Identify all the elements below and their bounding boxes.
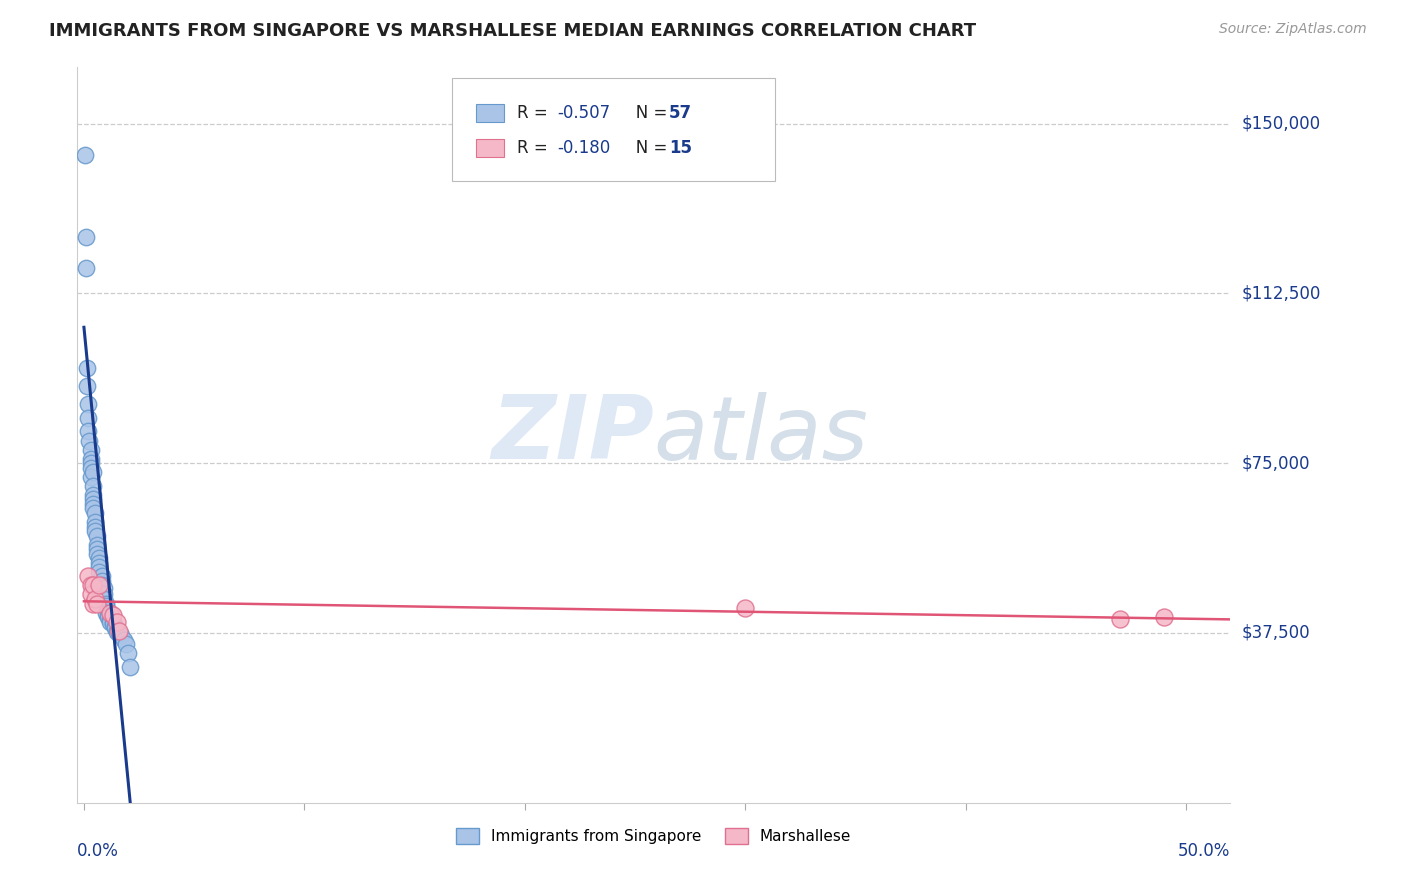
Text: IMMIGRANTS FROM SINGAPORE VS MARSHALLESE MEDIAN EARNINGS CORRELATION CHART: IMMIGRANTS FROM SINGAPORE VS MARSHALLESE… bbox=[49, 22, 976, 40]
Point bbox=[93, 592, 115, 607]
Point bbox=[100, 612, 122, 626]
Point bbox=[114, 637, 136, 651]
Text: $112,500: $112,500 bbox=[1241, 285, 1320, 302]
Text: $37,500: $37,500 bbox=[1241, 624, 1310, 642]
Point bbox=[79, 434, 101, 448]
Point bbox=[82, 488, 104, 502]
Point bbox=[86, 538, 108, 552]
Point bbox=[89, 556, 111, 570]
Point bbox=[110, 628, 132, 642]
Point bbox=[89, 578, 111, 592]
Point bbox=[77, 425, 100, 439]
Point bbox=[112, 632, 135, 647]
Point bbox=[1153, 610, 1175, 624]
Text: $150,000: $150,000 bbox=[1241, 114, 1320, 133]
Point bbox=[101, 616, 124, 631]
Point bbox=[94, 599, 117, 613]
Point bbox=[105, 615, 128, 629]
Point bbox=[104, 619, 127, 633]
Point bbox=[120, 660, 142, 674]
Point bbox=[90, 574, 112, 588]
Point bbox=[73, 148, 96, 162]
Text: N =: N = bbox=[620, 139, 673, 157]
Point bbox=[79, 451, 101, 466]
Point bbox=[108, 624, 131, 638]
Text: 57: 57 bbox=[669, 104, 692, 122]
Point bbox=[82, 479, 104, 493]
Point bbox=[82, 492, 104, 507]
Point bbox=[105, 624, 128, 638]
Point bbox=[82, 465, 104, 479]
Point bbox=[89, 551, 111, 566]
Point bbox=[734, 601, 756, 615]
Point bbox=[101, 615, 124, 629]
Point bbox=[90, 569, 112, 583]
Point bbox=[104, 622, 127, 636]
Point bbox=[86, 597, 108, 611]
Text: N =: N = bbox=[620, 104, 673, 122]
FancyBboxPatch shape bbox=[477, 104, 503, 122]
Point bbox=[75, 229, 97, 244]
Point bbox=[97, 610, 120, 624]
Point bbox=[86, 547, 108, 561]
Point bbox=[117, 646, 139, 660]
Text: $75,000: $75,000 bbox=[1241, 454, 1310, 472]
Point bbox=[89, 560, 111, 574]
Text: -0.507: -0.507 bbox=[557, 104, 610, 122]
Point bbox=[77, 397, 100, 411]
Point bbox=[108, 626, 131, 640]
Point bbox=[79, 469, 101, 483]
Point bbox=[93, 587, 115, 601]
Point bbox=[100, 615, 122, 629]
Text: R =: R = bbox=[516, 104, 553, 122]
Point bbox=[94, 597, 117, 611]
Point bbox=[76, 379, 98, 393]
Point bbox=[86, 528, 108, 542]
Text: -0.180: -0.180 bbox=[557, 139, 610, 157]
Point bbox=[101, 607, 124, 622]
Point bbox=[84, 506, 107, 520]
Point bbox=[84, 519, 107, 533]
FancyBboxPatch shape bbox=[453, 78, 775, 181]
Point bbox=[79, 456, 101, 470]
Point bbox=[79, 587, 101, 601]
Point bbox=[100, 606, 122, 620]
Legend: Immigrants from Singapore, Marshallese: Immigrants from Singapore, Marshallese bbox=[450, 822, 858, 850]
Point bbox=[1109, 612, 1132, 626]
Text: ZIP: ZIP bbox=[491, 392, 654, 478]
Point bbox=[82, 597, 104, 611]
Point bbox=[94, 606, 117, 620]
Point bbox=[79, 578, 101, 592]
Point bbox=[84, 592, 107, 607]
Point bbox=[90, 578, 112, 592]
Text: 50.0%: 50.0% bbox=[1178, 842, 1230, 860]
Text: 0.0%: 0.0% bbox=[77, 842, 120, 860]
Point bbox=[89, 565, 111, 579]
Point bbox=[76, 361, 98, 376]
Point bbox=[77, 569, 100, 583]
Point bbox=[79, 442, 101, 457]
FancyBboxPatch shape bbox=[477, 139, 503, 157]
Text: Source: ZipAtlas.com: Source: ZipAtlas.com bbox=[1219, 22, 1367, 37]
Point bbox=[84, 524, 107, 538]
Point bbox=[75, 261, 97, 276]
Point bbox=[84, 515, 107, 529]
Point bbox=[97, 607, 120, 622]
Point bbox=[93, 581, 115, 595]
Point bbox=[82, 578, 104, 592]
Text: atlas: atlas bbox=[654, 392, 869, 478]
Point bbox=[79, 460, 101, 475]
Text: 15: 15 bbox=[669, 139, 692, 157]
Point bbox=[82, 497, 104, 511]
Point bbox=[77, 410, 100, 425]
Point bbox=[105, 624, 128, 639]
Text: R =: R = bbox=[516, 139, 553, 157]
Point bbox=[86, 542, 108, 557]
Point bbox=[82, 501, 104, 516]
